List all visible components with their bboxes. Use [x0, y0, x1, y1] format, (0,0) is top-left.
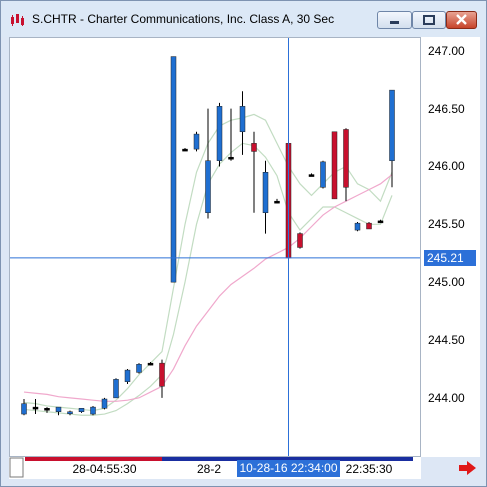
chart-plot-area[interactable] — [9, 37, 421, 457]
candle-body-21 — [262, 172, 269, 214]
candle-body-13 — [170, 56, 177, 283]
candle-body-30 — [366, 222, 372, 230]
title-bar[interactable]: S.CHTR - Charter Communications, Inc. Cl… — [1, 1, 486, 37]
candle-body-9 — [124, 369, 131, 382]
candle-body-22 — [274, 200, 280, 204]
candle-body-0 — [21, 403, 27, 415]
candle-body-3 — [55, 406, 62, 412]
crosshair-price-tag: 245.21 — [424, 249, 476, 266]
price-tick-label: 244.00 — [428, 390, 465, 405]
price-tick-label: 244.50 — [428, 333, 465, 347]
time-axis[interactable]: 28-04:55:30 28-2 22:35:30 10-28-16 22:34:00 — [9, 457, 421, 479]
maximize-icon — [423, 15, 435, 25]
candle-body-16 — [205, 160, 211, 214]
scrollbar-left-box — [9, 457, 24, 478]
candlestick-chart — [10, 38, 420, 456]
candle-body-15 — [193, 133, 200, 150]
candle-body-5 — [78, 408, 85, 412]
candle-body-29 — [354, 222, 361, 231]
candle-body-20 — [251, 143, 257, 152]
candle-body-32 — [389, 89, 395, 161]
candle-body-26 — [320, 161, 326, 188]
candle-body-10 — [136, 364, 142, 373]
price-tick-label: 245.00 — [428, 275, 465, 290]
minimize-icon — [390, 21, 399, 24]
candle-body-8 — [113, 379, 119, 399]
price-tick-label: 246.50 — [428, 101, 465, 116]
price-tick-label: 245.50 — [428, 217, 465, 232]
candle-body-27 — [331, 131, 338, 200]
candle-body-12 — [159, 362, 165, 387]
time-axis-scrollbar[interactable] — [9, 457, 421, 479]
time-tick-label: 28-04:55:30 — [72, 462, 137, 476]
candle-body-25 — [308, 174, 315, 177]
candle-body-4 — [67, 411, 73, 414]
moving-average-line-2 — [23, 174, 393, 402]
candle-body-31 — [377, 220, 384, 224]
window-title: S.CHTR - Charter Communications, Inc. Cl… — [32, 12, 335, 26]
scrollbar-blue-band — [162, 457, 413, 461]
time-tick-label: 22:35:30 — [345, 462, 393, 476]
crosshair-time-tag: 10-28-16 22:34:00 — [237, 460, 340, 477]
scrollbar-red-band — [25, 457, 162, 461]
candle-body-24 — [297, 233, 303, 248]
price-tick-label: 246.00 — [428, 159, 465, 174]
candle-body-28 — [343, 129, 349, 188]
maximize-button[interactable] — [412, 11, 446, 29]
candle-body-7 — [101, 398, 108, 409]
candle-body-2 — [44, 408, 50, 411]
price-tick-label: 247.00 — [428, 43, 465, 58]
candle-body-11 — [147, 362, 154, 366]
price-axis[interactable]: 247.00 246.50 246.00 245.50 245.00 244.50 244.… — [421, 37, 480, 457]
candle-body-6 — [90, 406, 96, 415]
candle-body-1 — [32, 406, 39, 410]
minimize-button[interactable] — [377, 11, 412, 29]
chart-app-icon — [11, 14, 24, 26]
close-icon — [456, 14, 467, 25]
candle-body-17 — [216, 106, 223, 161]
close-button[interactable] — [446, 11, 477, 29]
candle-body-14 — [182, 148, 188, 152]
candle-body-18 — [228, 156, 234, 160]
candle-body-19 — [239, 106, 246, 133]
scroll-right-arrow-icon[interactable] — [458, 460, 478, 476]
time-tick-label: 28-2 — [197, 462, 222, 476]
